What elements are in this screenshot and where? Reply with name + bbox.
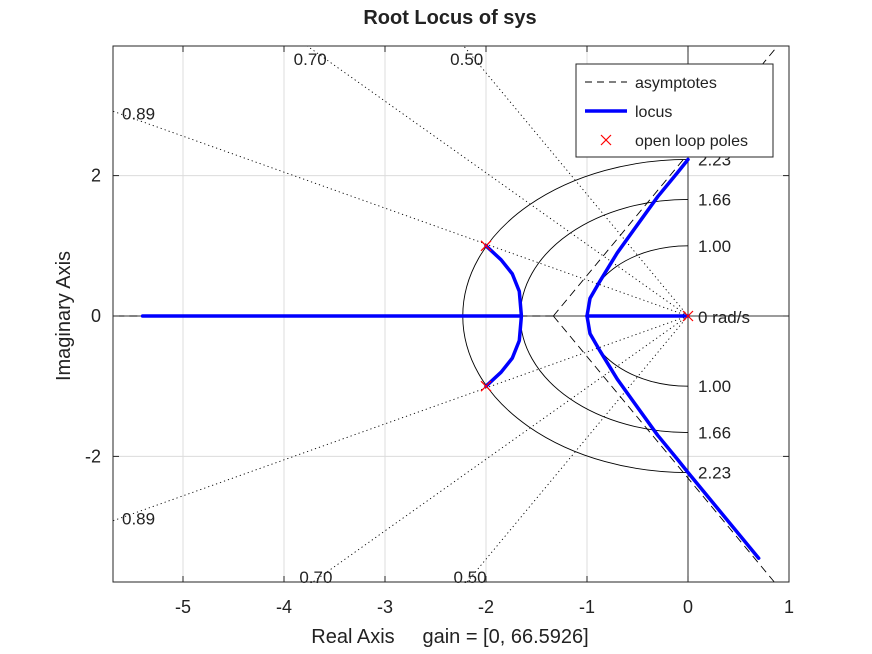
x-axis-label: Real Axis gain = [0, 66.5926] [311,626,588,648]
x-tick-label: -5 [175,597,191,617]
damping-label: 0.89 [122,510,155,529]
plot-frame [112,45,790,583]
asymptote-line [552,315,775,582]
locus-branch [484,314,524,388]
x-tick-label: -4 [276,597,292,617]
natural-frequency-label: 1.00 [698,377,731,396]
open-loop-pole-marker [480,240,492,252]
legend-swatch-x [600,134,612,146]
locus-branch [484,244,524,318]
y-tick-label: 0 [91,306,101,326]
s-grid-labels: 0.89 0.89 0.70 0.70 0.50 0.50 1.00 1.00 1.66 1.66… [122,50,750,587]
zero-frequency-label: 0 rad/s [698,308,750,327]
locus-branch [585,314,761,560]
natural-frequency-label: 1.66 [698,190,731,209]
natural-frequency-label: 2.23 [698,464,731,483]
x-tick-label: -2 [478,597,494,617]
damping-line [466,315,689,582]
locus-branch [585,157,690,318]
natural-frequency-label: 1.00 [698,237,731,256]
pole-stroke [480,380,492,392]
damping-label: 0.70 [299,568,332,587]
damping-label: 0.89 [122,104,155,123]
axis-ticks: -5 -4 -3 -2 -1 0 1 -2 0 2 [85,46,794,617]
x-tick-label: 0 [683,597,693,617]
damping-line [312,315,689,582]
damping-label: 0.50 [450,50,483,69]
open-loop-poles [480,240,694,392]
y-tick-label: 2 [91,166,101,186]
legend-entry: asymptotes [585,75,717,92]
x-tick-label: 1 [784,597,794,617]
pole-stroke [480,240,492,252]
legend-label: open loop poles [635,133,748,150]
locus-branches [140,157,761,560]
x-tick-label: -1 [579,597,595,617]
damping-label: 0.50 [453,568,486,587]
legend-entry: open loop poles [600,133,748,150]
y-axis-label: Imaginary Axis [53,251,75,381]
legend-entry: locus [585,104,672,121]
natural-frequency-label: 1.66 [698,424,731,443]
pole-stroke [682,310,694,322]
legend-label: locus [635,104,672,121]
open-loop-pole-marker [480,380,492,392]
y-tick-label: -2 [85,446,101,466]
open-loop-pole-marker [682,310,694,322]
x-tick-label: -3 [377,597,393,617]
damping-label: 0.70 [294,50,327,69]
damping-line [113,110,689,317]
damping-line [113,315,689,522]
chart-title: Root Locus of sys [363,7,536,29]
legend: asymptotes locus open loop poles [575,63,774,158]
legend-label: asymptotes [635,75,717,92]
